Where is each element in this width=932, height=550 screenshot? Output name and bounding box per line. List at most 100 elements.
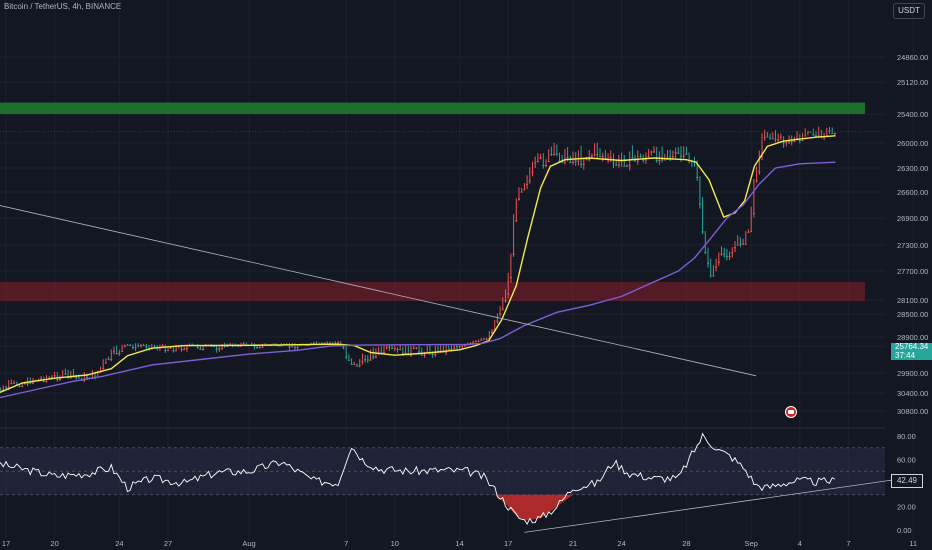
candle-body: [26, 383, 29, 385]
candle-body: [539, 157, 542, 159]
candle-body: [644, 159, 647, 161]
candle-body: [482, 338, 485, 340]
rsi-value-label: 42.49: [891, 474, 923, 488]
candle-body: [558, 160, 561, 162]
candle-body: [596, 154, 599, 156]
candle-body: [164, 350, 167, 352]
time-tick-label: 20: [50, 539, 58, 548]
candle-body: [561, 161, 564, 163]
candle-body: [113, 351, 115, 353]
candle-body: [801, 140, 804, 142]
rsi-oversold-fill: [495, 494, 573, 521]
candle-body: [337, 342, 340, 344]
candle-body: [347, 359, 350, 361]
candle-body: [777, 139, 780, 141]
time-tick-label: 10: [391, 539, 399, 548]
candle-body: [123, 346, 126, 348]
candle-body: [655, 159, 658, 161]
candle-body: [453, 347, 456, 349]
candle-body: [415, 347, 418, 349]
candle-body: [628, 165, 631, 167]
candle-body: [761, 156, 763, 158]
candle-body: [412, 347, 415, 349]
time-tick-label: 21: [569, 539, 577, 548]
candle-body: [469, 343, 472, 345]
candle-body: [142, 345, 145, 347]
rsi-tick-label: 0.00: [897, 526, 912, 535]
candle-body: [671, 156, 674, 158]
candle-body: [653, 151, 655, 153]
candle-body: [707, 262, 709, 264]
candle-body: [455, 346, 458, 348]
time-tick-label: 7: [846, 539, 850, 548]
candle-body: [42, 381, 45, 383]
candle-body: [661, 159, 664, 161]
candle-body: [258, 346, 261, 348]
time-tick-label: 17: [2, 539, 10, 548]
candle-body: [731, 252, 734, 254]
candle-body: [480, 339, 483, 341]
candle-body: [110, 359, 113, 361]
candle-body: [709, 275, 712, 277]
candle-body: [183, 349, 186, 351]
candle-body: [750, 231, 753, 233]
candle-body: [329, 342, 331, 344]
candle-body: [140, 345, 142, 347]
candle-body: [701, 231, 704, 233]
candle-body: [515, 220, 518, 222]
candle-body: [67, 377, 70, 379]
candle-body: [172, 350, 175, 352]
candle-body: [118, 353, 121, 355]
candle-body: [345, 356, 348, 358]
price-tick-label: 27300.00: [897, 241, 928, 250]
candle-body: [736, 244, 739, 246]
candle-body: [50, 377, 53, 379]
candle-body: [293, 347, 296, 349]
candle-body: [580, 163, 583, 165]
candle-body: [804, 135, 807, 137]
moving-average-slow-line[interactable]: [0, 161, 836, 400]
candle-body: [445, 351, 448, 353]
candle-body: [5, 387, 7, 389]
candle-body: [410, 354, 412, 356]
candle-body: [291, 346, 294, 348]
rsi-trendline[interactable]: [524, 476, 914, 533]
trendline-line[interactable]: [0, 203, 757, 377]
candle-body: [196, 347, 199, 349]
rsi-band: [0, 447, 885, 495]
candle-body: [685, 153, 688, 155]
currency-button[interactable]: USDT: [893, 3, 925, 19]
candle-body: [609, 156, 612, 158]
candle-body: [21, 385, 24, 387]
price-tick-label: 25120.00: [897, 78, 928, 87]
candle-body: [434, 354, 437, 356]
candle-body: [75, 377, 78, 379]
candle-body: [682, 155, 685, 157]
us-flag-event-icon[interactable]: [785, 406, 797, 418]
resistance-zone[interactable]: [0, 281, 865, 302]
candle-body: [396, 349, 399, 351]
candle-body: [464, 345, 466, 347]
symbol-title: Bitcoin / TetherUS, 4h, BINANCE: [4, 2, 122, 11]
rsi-line[interactable]: [0, 432, 836, 526]
candle-body: [361, 361, 364, 363]
candle-body: [472, 342, 475, 344]
candle-body: [474, 341, 477, 343]
candle-body: [817, 135, 820, 137]
candle-body: [253, 345, 256, 347]
candle-body: [167, 350, 169, 352]
support-zone[interactable]: [0, 102, 865, 114]
candle-body: [102, 368, 105, 370]
candle-body: [202, 348, 205, 350]
candle-body: [380, 352, 383, 354]
candle-body: [374, 356, 377, 358]
candle-body: [566, 156, 569, 158]
candle-body: [299, 344, 302, 346]
candle-body: [323, 342, 326, 344]
candle-body: [531, 171, 534, 173]
candle-body: [617, 164, 620, 166]
candle-body: [601, 155, 604, 157]
candle-body: [104, 362, 107, 364]
candle-body: [296, 347, 299, 349]
